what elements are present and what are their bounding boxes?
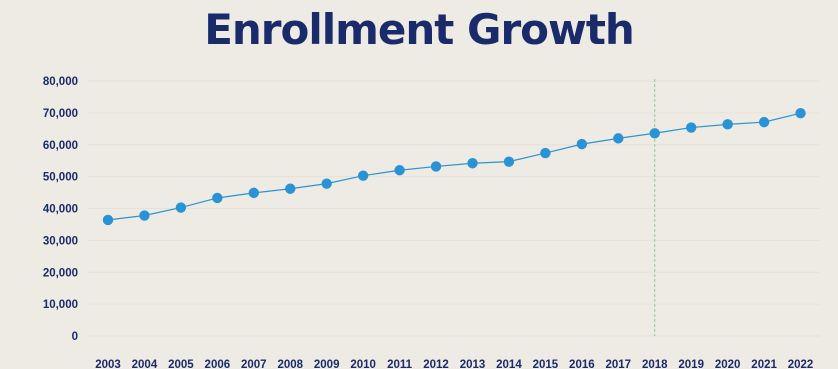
x-tick-label: 2017 xyxy=(606,359,632,369)
x-tick-label: 2010 xyxy=(350,359,376,369)
x-tick-label: 2018 xyxy=(642,359,668,369)
y-tick-label: 80,000 xyxy=(43,76,78,88)
x-tick-label: 2022 xyxy=(788,359,814,369)
data-point xyxy=(430,161,442,172)
data-point xyxy=(285,183,296,194)
x-tick-label: 2021 xyxy=(751,359,777,369)
y-tick-label: 50,000 xyxy=(43,172,78,184)
x-tick-label: 2009 xyxy=(314,359,340,369)
y-tick-label: 60,000 xyxy=(43,140,78,152)
x-tick-label: 2004 xyxy=(132,359,158,369)
data-point xyxy=(321,178,332,189)
x-tick-label: 2006 xyxy=(205,359,231,369)
y-tick-label: 70,000 xyxy=(43,108,78,120)
data-point xyxy=(649,128,660,139)
data-point xyxy=(175,202,187,213)
data-point xyxy=(758,116,770,128)
series-line xyxy=(107,112,801,221)
x-tick-label: 2015 xyxy=(533,359,559,369)
data-point xyxy=(102,214,114,226)
data-point xyxy=(394,165,405,176)
series-group xyxy=(102,107,806,226)
gridlines xyxy=(88,80,820,337)
x-tick-label: 2011 xyxy=(387,359,413,369)
x-tick-label: 2013 xyxy=(460,359,486,369)
y-tick-label: 20,000 xyxy=(43,267,78,279)
y-tick-label: 0 xyxy=(72,331,78,343)
data-point xyxy=(686,122,697,133)
y-tick-label: 40,000 xyxy=(43,204,78,216)
x-tick-label: 2003 xyxy=(95,359,121,369)
data-point xyxy=(576,138,588,150)
data-point xyxy=(467,158,478,169)
x-tick-label: 2008 xyxy=(277,359,303,369)
data-point xyxy=(357,170,369,181)
y-axis: 0 10,000 20,000 30,000 40,000 50,000 60,000 70,… xyxy=(43,76,78,343)
data-point xyxy=(139,210,150,221)
data-point xyxy=(613,133,624,144)
data-point xyxy=(795,107,806,119)
x-tick-label: 2020 xyxy=(715,359,741,369)
x-tick-label: 2005 xyxy=(168,359,194,369)
x-tick-label: 2007 xyxy=(241,359,267,369)
x-tick-label: 2012 xyxy=(423,359,449,369)
x-tick-label: 2016 xyxy=(569,359,595,369)
data-point xyxy=(503,156,515,167)
data-point xyxy=(248,187,259,199)
x-tick-label: 2019 xyxy=(678,359,704,369)
data-point xyxy=(540,147,551,159)
data-point xyxy=(212,192,223,204)
chart-title: Enrollment Growth xyxy=(204,5,635,54)
data-point xyxy=(722,119,733,130)
y-tick-label: 10,000 xyxy=(43,299,78,311)
y-tick-label: 30,000 xyxy=(43,235,78,247)
x-tick-label: 2014 xyxy=(496,359,522,369)
x-axis: 2003 2004 2005 2006 2007 2008 2009 2010 2011 2012… xyxy=(95,359,813,369)
